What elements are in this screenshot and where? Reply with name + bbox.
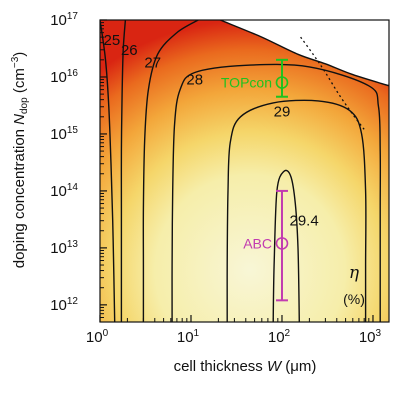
contour-label-29.4: 29.4 — [289, 213, 318, 230]
y-tick-label: 1013 — [50, 239, 78, 257]
plot-frame — [99, 19, 390, 323]
contour-27 — [142, 20, 199, 322]
y-axis-ticks: 1012 1013 1014 1015 1016 1017 — [50, 11, 107, 318]
marker-abc-label: ABC — [243, 235, 272, 251]
plot-area — [100, 20, 389, 322]
contour-29 — [226, 99, 367, 322]
marker-abc-point — [275, 237, 289, 250]
data-markers: TOPcon ABC — [221, 58, 289, 302]
x-tick-label: 100 — [86, 328, 109, 346]
contour-28 — [171, 63, 382, 322]
contour-label-25: 25 — [104, 32, 121, 49]
contour-label-27: 27 — [144, 54, 161, 71]
y-tick-label: 1012 — [50, 296, 78, 314]
contour-29.4 — [272, 169, 300, 322]
x-tick-label: 101 — [177, 328, 200, 346]
contour-25 — [100, 20, 116, 322]
marker-topcon-point — [275, 76, 289, 89]
marker-abc: ABC — [243, 189, 289, 302]
efficiency-symbol: η — [349, 263, 360, 283]
contour-26 — [120, 20, 127, 322]
marker-topcon-label: TOPcon — [221, 74, 272, 90]
efficiency-unit: (%) — [343, 291, 365, 307]
y-tick-label: 1014 — [50, 182, 78, 200]
contour-label-29: 29 — [274, 103, 291, 120]
contour-lines — [100, 20, 382, 322]
y-axis-title: doping concentration Ndop (cm−3) — [10, 52, 30, 269]
excluded-region — [219, 20, 389, 87]
marker-topcon: TOPcon — [221, 58, 289, 98]
dotted-limit-line — [300, 36, 365, 130]
y-tick-label: 1017 — [50, 11, 78, 29]
x-tick-label: 103 — [359, 328, 382, 346]
x-axis-title: cell thickness W (μm) — [174, 358, 317, 375]
x-tick-label: 102 — [268, 328, 291, 346]
y-tick-label: 1015 — [50, 125, 78, 143]
contour-label-28: 28 — [186, 72, 203, 89]
x-axis-ticks: 100 101 102 103 — [86, 315, 382, 346]
y-tick-label: 1016 — [50, 68, 78, 86]
contour-label-26: 26 — [121, 42, 138, 59]
